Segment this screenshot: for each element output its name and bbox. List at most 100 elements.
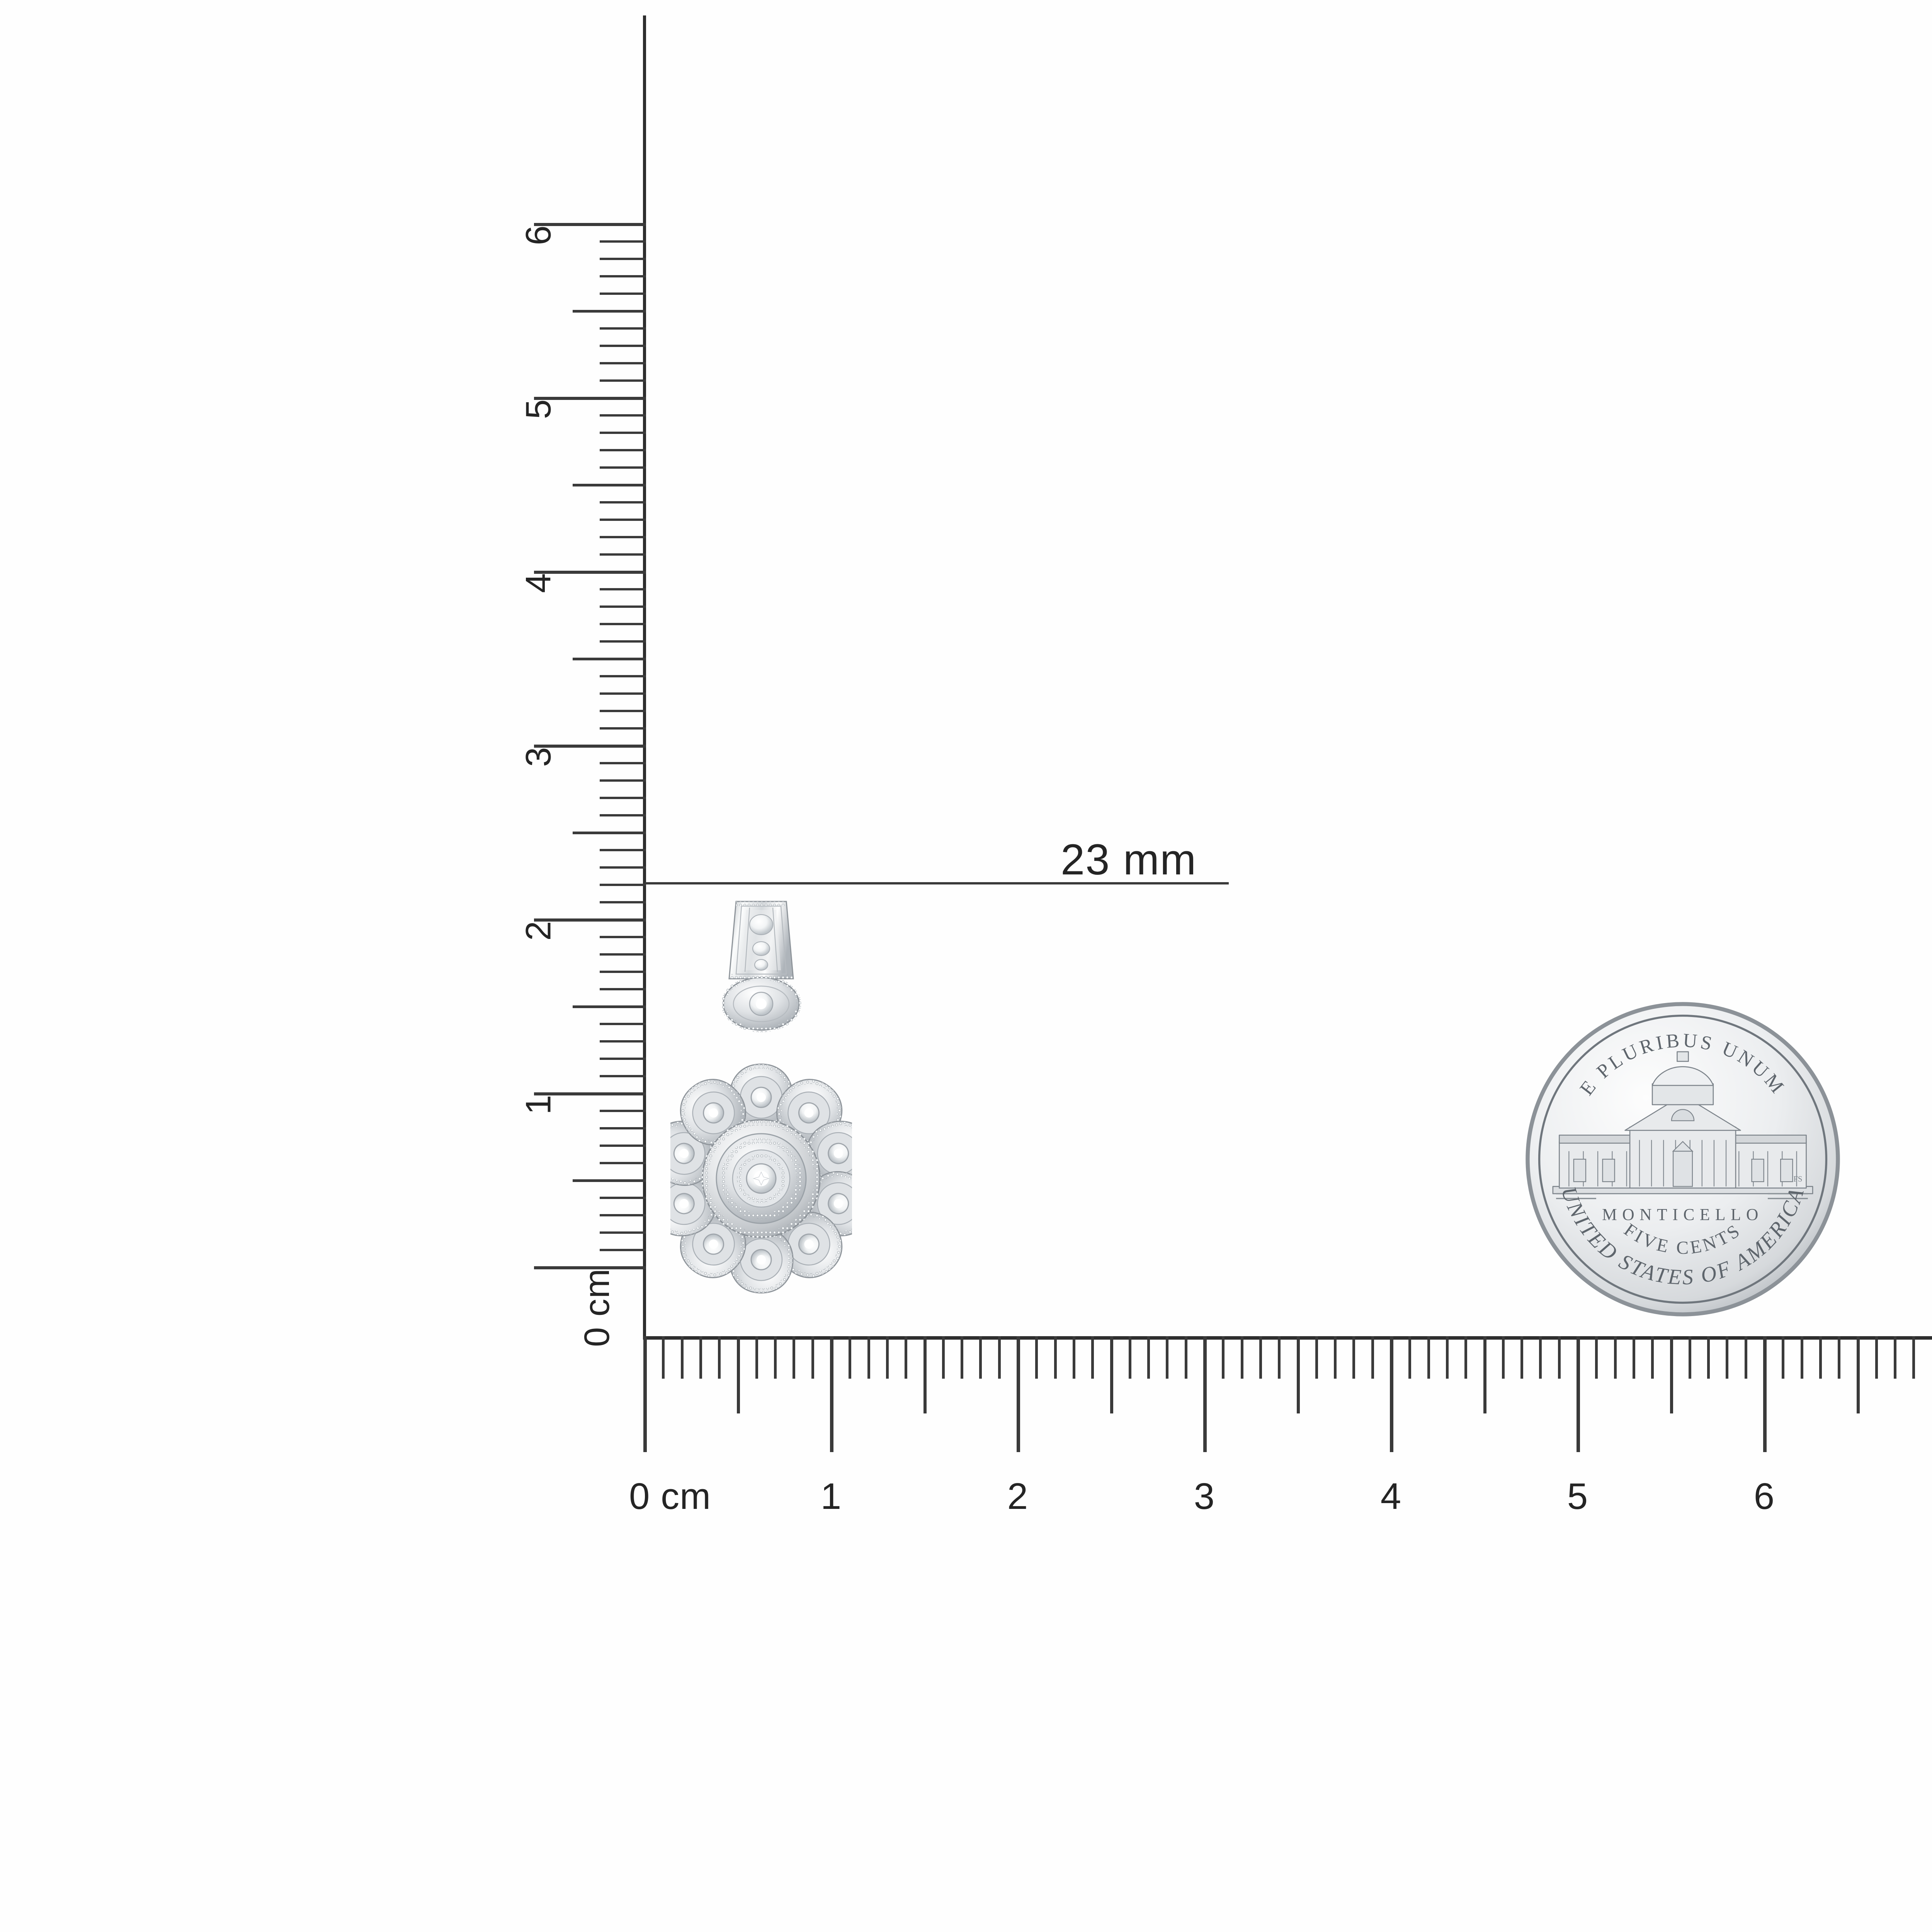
horizontal-ruler-minor-tick — [1296, 1336, 1300, 1413]
horizontal-ruler-minor-tick — [1912, 1336, 1915, 1379]
horizontal-ruler-minor-tick — [1688, 1336, 1691, 1379]
horizontal-ruler-minor-tick — [1334, 1336, 1337, 1379]
horizontal-ruler-minor-tick — [1707, 1336, 1710, 1379]
horizontal-ruler-minor-tick — [1520, 1336, 1524, 1379]
horizontal-ruler-minor-tick — [1184, 1336, 1187, 1379]
horizontal-ruler-minor-tick — [1856, 1336, 1860, 1413]
horizontal-ruler-minor-tick — [1408, 1336, 1412, 1379]
vertical-ruler-minor-tick — [600, 519, 646, 521]
vertical-ruler-minor-tick — [600, 240, 646, 243]
vertical-ruler-minor-tick — [573, 1005, 646, 1008]
horizontal-ruler-spine — [643, 1336, 1932, 1340]
horizontal-ruler-label: 6 — [1753, 1476, 1775, 1517]
vertical-ruler-minor-tick — [600, 1110, 646, 1112]
vertical-ruler-major-tick — [534, 397, 646, 400]
vertical-ruler-minor-tick — [600, 779, 646, 782]
nickel-coin-image: E PLURIBUS UNUM MONTICELLO FIVE CENTS UN… — [1522, 999, 1843, 1320]
horizontal-ruler-minor-tick — [736, 1336, 740, 1413]
horizontal-ruler-minor-tick — [1875, 1336, 1878, 1379]
vertical-ruler-minor-tick — [600, 1197, 646, 1199]
vertical-ruler-minor-tick — [600, 797, 646, 799]
vertical-ruler-label: 1 — [519, 1094, 558, 1115]
vertical-ruler-minor-tick — [600, 466, 646, 469]
vertical-ruler-minor-tick — [600, 901, 646, 903]
horizontal-ruler-minor-tick — [1110, 1336, 1113, 1413]
horizontal-ruler-minor-tick — [699, 1336, 702, 1379]
horizontal-ruler-minor-tick — [1054, 1336, 1057, 1379]
horizontal-ruler-minor-tick — [718, 1336, 721, 1379]
horizontal-ruler-major-tick — [1390, 1336, 1393, 1452]
vertical-ruler-minor-tick — [600, 501, 646, 503]
horizontal-ruler-label: 2 — [1007, 1476, 1029, 1517]
dimension-label: 23 mm — [1061, 835, 1197, 884]
horizontal-ruler-minor-tick — [1035, 1336, 1038, 1379]
vertical-ruler-minor-tick — [600, 623, 646, 625]
horizontal-ruler-minor-tick — [1427, 1336, 1430, 1379]
vertical-ruler-minor-tick — [600, 432, 646, 434]
horizontal-ruler-minor-tick — [1744, 1336, 1747, 1379]
vertical-ruler-minor-tick — [600, 449, 646, 451]
horizontal-ruler-minor-tick — [1278, 1336, 1281, 1379]
horizontal-ruler-minor-tick — [1483, 1336, 1486, 1413]
vertical-ruler-minor-tick — [600, 293, 646, 295]
vertical-ruler-minor-tick — [600, 1040, 646, 1043]
vertical-ruler-minor-tick — [600, 327, 646, 330]
vertical-ruler-major-tick — [534, 571, 646, 574]
horizontal-ruler-minor-tick — [1128, 1336, 1131, 1379]
vertical-ruler-major-tick — [534, 1266, 646, 1269]
horizontal-ruler-minor-tick — [1072, 1336, 1075, 1379]
horizontal-ruler-major-tick — [643, 1336, 647, 1452]
vertical-ruler-label: 3 — [519, 747, 558, 767]
vertical-ruler-minor-tick — [600, 1162, 646, 1164]
horizontal-ruler-label: 1 — [820, 1476, 842, 1517]
horizontal-ruler-minor-tick — [1894, 1336, 1897, 1379]
vertical-ruler-minor-tick — [600, 866, 646, 869]
horizontal-ruler-minor-tick — [979, 1336, 982, 1379]
dimension-leader-line — [645, 882, 1229, 884]
vertical-ruler-minor-tick — [600, 936, 646, 938]
vertical-ruler-minor-tick — [600, 362, 646, 364]
horizontal-ruler-major-tick — [1577, 1336, 1580, 1452]
vertical-ruler-minor-tick — [600, 1214, 646, 1216]
horizontal-ruler-minor-tick — [662, 1336, 665, 1379]
vertical-ruler-minor-tick — [600, 1058, 646, 1060]
vertical-ruler-minor-tick — [600, 275, 646, 277]
horizontal-ruler-minor-tick — [1352, 1336, 1355, 1379]
vertical-ruler-minor-tick — [600, 605, 646, 608]
horizontal-ruler-minor-tick — [1240, 1336, 1243, 1379]
horizontal-ruler-minor-tick — [1558, 1336, 1561, 1379]
horizontal-ruler-minor-tick — [680, 1336, 684, 1379]
horizontal-ruler-minor-tick — [1539, 1336, 1542, 1379]
horizontal-ruler-minor-tick — [1222, 1336, 1225, 1379]
vertical-ruler-minor-tick — [600, 971, 646, 973]
horizontal-ruler-minor-tick — [1726, 1336, 1729, 1379]
horizontal-ruler-label: 0 cm — [629, 1476, 711, 1517]
vertical-ruler-major-tick — [534, 745, 646, 748]
vertical-ruler-label: 6 — [519, 225, 558, 245]
horizontal-ruler-major-tick — [1017, 1336, 1020, 1452]
vertical-ruler-minor-tick — [600, 710, 646, 712]
vertical-ruler-minor-tick — [600, 1249, 646, 1251]
horizontal-ruler-minor-tick — [755, 1336, 758, 1379]
vertical-ruler-minor-tick — [600, 692, 646, 695]
vertical-ruler-label: 5 — [519, 399, 558, 419]
vertical-ruler-minor-tick — [600, 675, 646, 677]
vertical-ruler-minor-tick — [600, 345, 646, 347]
horizontal-ruler-label: 5 — [1567, 1476, 1588, 1517]
horizontal-ruler-minor-tick — [1259, 1336, 1262, 1379]
vertical-ruler-minor-tick — [600, 849, 646, 851]
vertical-ruler-label: 0 cm — [577, 1268, 617, 1347]
horizontal-ruler-minor-tick — [1464, 1336, 1468, 1379]
horizontal-ruler-minor-tick — [1782, 1336, 1785, 1379]
horizontal-ruler-major-tick — [1203, 1336, 1207, 1452]
horizontal-ruler-minor-tick — [793, 1336, 796, 1379]
vertical-ruler-minor-tick — [600, 953, 646, 956]
vertical-ruler-minor-tick — [600, 884, 646, 886]
horizontal-ruler-major-tick — [830, 1336, 833, 1452]
vertical-ruler-minor-tick — [600, 536, 646, 538]
vertical-ruler-minor-tick — [573, 658, 646, 660]
vertical-ruler-minor-tick — [600, 762, 646, 764]
vertical-ruler-minor-tick — [600, 727, 646, 730]
vertical-ruler-major-tick — [534, 1092, 646, 1095]
